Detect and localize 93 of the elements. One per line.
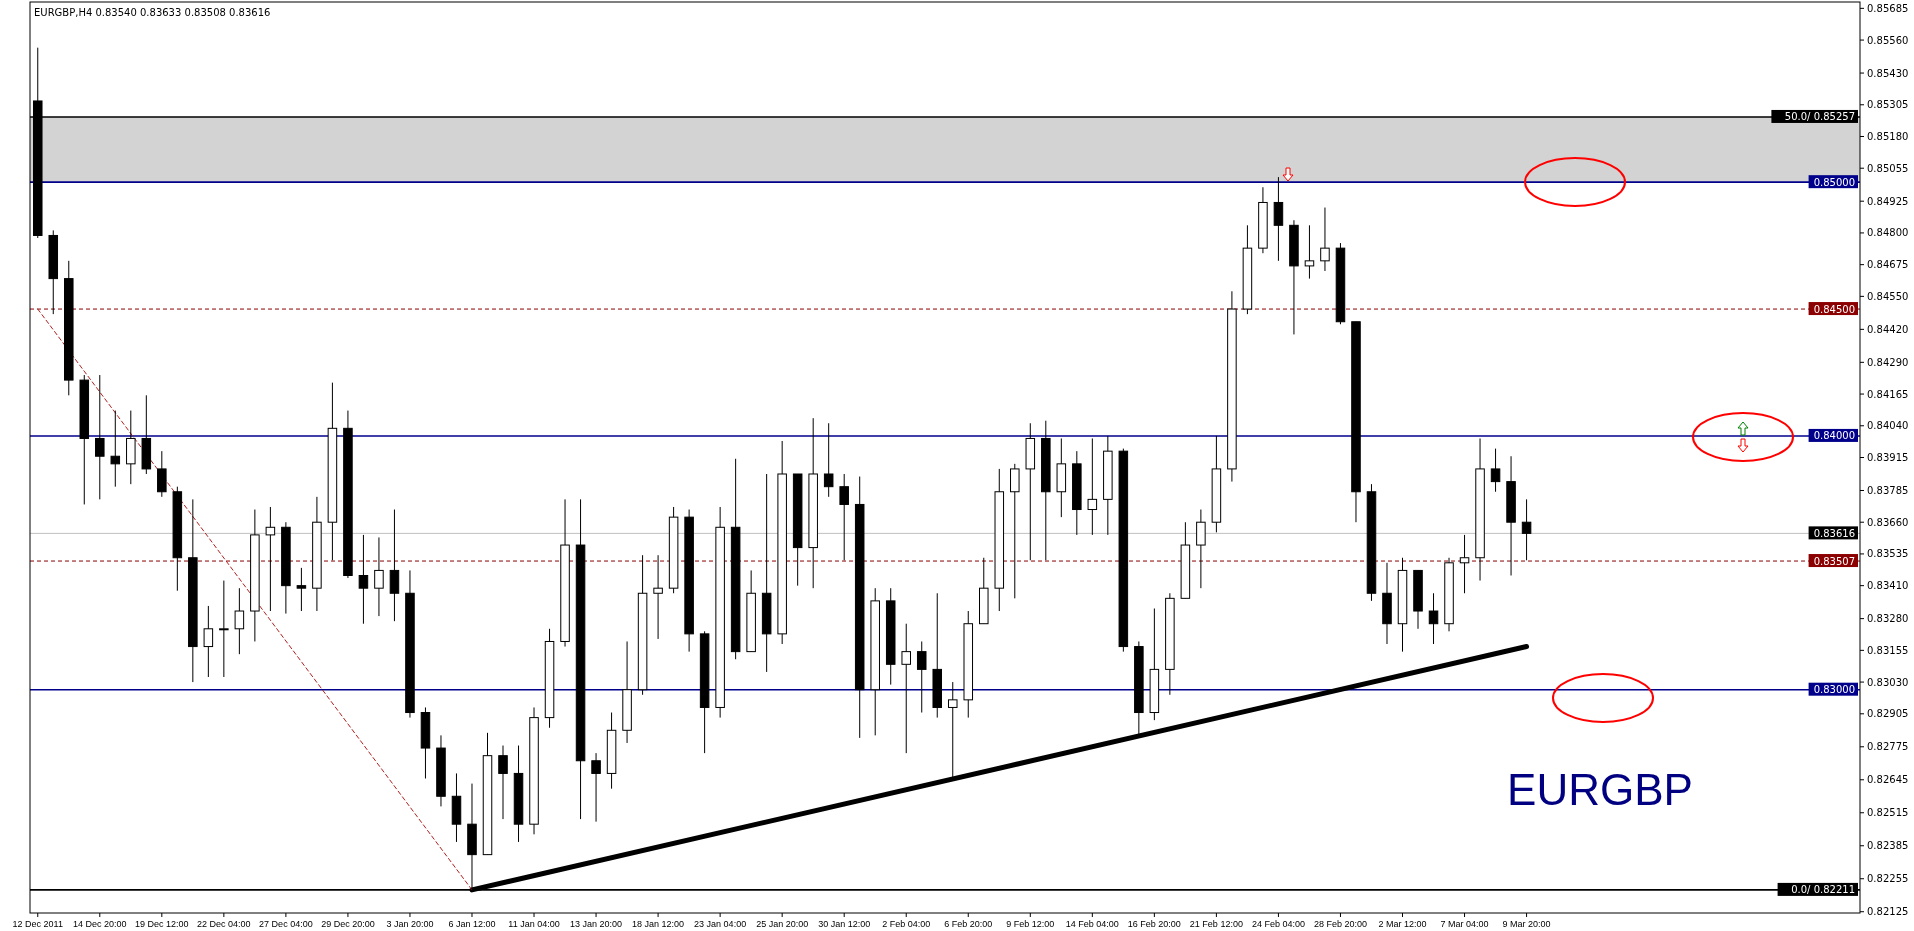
x-tick-label: 18 Jan 12:00 <box>632 919 685 929</box>
candlestick <box>839 473 849 561</box>
ref-line-label: 0.83616 <box>1813 527 1855 539</box>
x-tick-label: 29 Dec 20:00 <box>321 919 375 929</box>
y-tick-label: 0.82255 <box>1867 873 1909 885</box>
x-tick-label: 2 Feb 04:00 <box>882 919 931 929</box>
candlestick <box>1428 592 1439 645</box>
candlestick <box>1521 498 1532 561</box>
candlestick <box>157 450 167 498</box>
x-tick-label: 6 Feb 20:00 <box>944 919 993 929</box>
y-tick-label: 0.85180 <box>1867 130 1909 142</box>
candlestick <box>653 554 663 640</box>
ref-line-label: 0.0/ 0.82211 <box>1791 884 1855 896</box>
y-tick-label: 0.82905 <box>1867 708 1909 720</box>
candlestick <box>358 534 369 625</box>
candlestick <box>1087 437 1098 536</box>
y-tick-label: 0.84800 <box>1867 227 1909 239</box>
x-tick-label: 14 Feb 04:00 <box>1065 919 1119 929</box>
x-tick-label: 16 Feb 20:00 <box>1127 919 1181 929</box>
y-tick-label: 0.84550 <box>1867 290 1909 302</box>
candlestick <box>947 681 958 780</box>
text: EURGBP,H4 0.83540 0.83633 0.83508 0.83616 <box>34 7 271 18</box>
y-tick-label: 0.85685 <box>1867 2 1909 14</box>
ref-line-label: 0.83000 <box>1813 684 1855 696</box>
annotation: EURGBP <box>1507 765 1693 814</box>
candlestick <box>296 567 307 612</box>
candlestick <box>1304 224 1315 280</box>
y-tick-label: 0.82645 <box>1867 774 1909 786</box>
x-tick-label: 22 Dec 04:00 <box>197 919 251 929</box>
y-tick-label: 0.83660 <box>1867 516 1909 528</box>
candlestick <box>498 745 508 820</box>
y-tick-label: 0.83785 <box>1867 484 1909 496</box>
x-tick-label: 24 Feb 04:00 <box>1251 919 1305 929</box>
y-tick-label: 0.82775 <box>1867 741 1909 753</box>
y-tick-label: 0.85430 <box>1867 67 1909 79</box>
y-tick-label: 0.83155 <box>1867 644 1909 656</box>
candlestick <box>203 605 214 678</box>
candlestick <box>916 640 927 714</box>
candlestick <box>389 509 400 622</box>
y-tick-label: 0.83915 <box>1867 452 1909 463</box>
y-tick-label: 0.83030 <box>1867 676 1909 688</box>
x-tick-label: 25 Jan 20:00 <box>756 919 809 929</box>
candlestick <box>1273 176 1284 262</box>
candlestick <box>1196 509 1206 589</box>
ref-line-label: 0.84500 <box>1813 303 1855 315</box>
y-tick-label: 0.84040 <box>1867 420 1909 432</box>
candlestick <box>374 536 384 617</box>
candlestick <box>1320 207 1330 272</box>
candlestick <box>901 623 911 754</box>
ref-line-label: 0.85000 <box>1813 176 1855 188</box>
candlestick <box>234 587 245 655</box>
x-tick-label: 9 Feb 12:00 <box>1006 919 1055 929</box>
y-tick-label: 0.84925 <box>1867 195 1909 207</box>
y-tick-label: 0.85305 <box>1867 99 1909 111</box>
y-tick-label: 0.82125 <box>1867 906 1909 918</box>
x-tick-label: 11 Jan 04:00 <box>508 919 560 929</box>
x-tick-label: 2 Mar 12:00 <box>1378 919 1427 929</box>
candlestick <box>219 580 229 678</box>
x-tick-label: 30 Jan 12:00 <box>818 919 871 929</box>
x-tick-label: 14 Dec 20:00 <box>73 919 127 929</box>
ref-line-label: 50.0/ 0.85257 <box>1784 111 1855 123</box>
candlestick <box>1010 463 1020 599</box>
candlestick <box>1490 448 1501 493</box>
y-tick-label: 0.83535 <box>1867 548 1909 560</box>
y-tick-label: 0.84420 <box>1867 323 1909 335</box>
x-tick-label: 21 Feb 12:00 <box>1189 919 1243 929</box>
candlestick <box>1459 534 1470 594</box>
y-tick-label: 0.82515 <box>1867 807 1909 819</box>
x-tick-label: 6 Jan 12:00 <box>448 919 496 929</box>
x-tick-label: 27 Dec 04:00 <box>259 919 313 929</box>
y-tick-label: 0.84675 <box>1867 259 1909 271</box>
y-tick-label: 0.85560 <box>1867 34 1909 46</box>
x-tick-label: 13 Jan 20:00 <box>570 919 623 929</box>
y-tick-label: 0.85055 <box>1867 162 1909 174</box>
candlestick <box>265 506 276 612</box>
x-tick-label: 28 Feb 20:00 <box>1313 919 1367 929</box>
x-tick-label: 19 Dec 12:00 <box>135 919 189 929</box>
candlestick <box>823 422 834 498</box>
candlestick <box>95 374 105 500</box>
candlestick <box>110 410 121 488</box>
y-tick-label: 0.84165 <box>1867 388 1909 400</box>
y-tick-label: 0.83280 <box>1867 613 1909 625</box>
y-tick-label: 0.84290 <box>1867 356 1909 368</box>
ref-line-label: 0.84000 <box>1813 430 1855 442</box>
x-tick-label: 12 Dec 2011 <box>12 919 63 929</box>
x-tick-label: 23 Jan 04:00 <box>694 919 747 929</box>
x-tick-label: 9 Mar 20:00 <box>1502 919 1551 929</box>
ref-line-label: 0.83507 <box>1813 555 1855 567</box>
y-tick-label: 0.83410 <box>1867 580 1909 592</box>
x-tick-label: 3 Jan 20:00 <box>386 919 434 929</box>
x-tick-label: 7 Mar 04:00 <box>1440 919 1489 929</box>
candlestick <box>591 752 601 823</box>
y-tick-label: 0.82385 <box>1867 840 1909 852</box>
